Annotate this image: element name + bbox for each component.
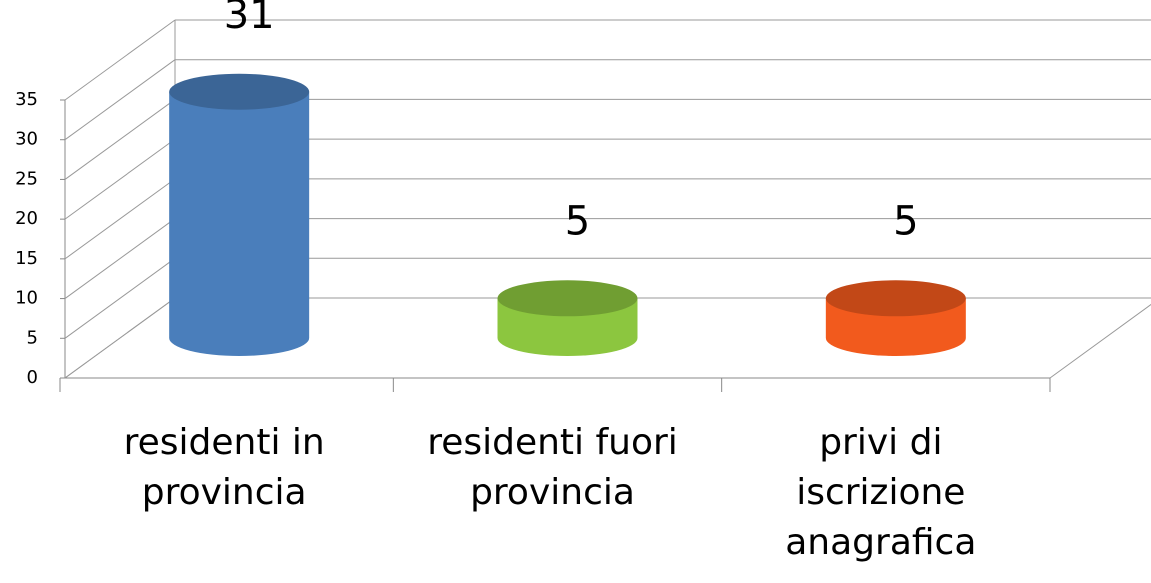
bar-top [169,73,310,110]
grid-line [64,257,176,339]
depth-line [1049,303,1151,379]
y-tick-label: 0 [27,367,38,388]
x-tick-label: residenti fuori provincia [427,422,678,513]
grid-line [64,59,176,141]
value-label: 5 [565,198,590,244]
x-tick-label: residenti in provincia [123,422,325,513]
bar [169,91,310,356]
value-label: 31 [224,0,275,38]
y-tick-label: 30 [15,129,38,150]
y-tick-label: 15 [15,248,38,269]
grid-line [64,19,176,101]
grid-line [64,178,176,260]
cylinder [825,280,966,356]
grid-line [64,218,176,299]
bar-top [825,280,966,317]
x-tick-label: privi di iscrizione anagrafica [785,422,977,563]
grid-line [64,99,176,180]
y-tick-label: 10 [15,288,38,309]
grid-line [64,297,176,379]
value-label: 5 [893,198,918,244]
cylinder [169,73,310,356]
y-tick-label: 20 [15,208,38,229]
y-tick-label: 35 [15,89,38,110]
grid-line [64,138,176,220]
y-tick-label: 5 [27,327,38,348]
y-tick-label: 25 [15,168,38,189]
bar-top [497,280,638,317]
cylinder [497,280,638,356]
